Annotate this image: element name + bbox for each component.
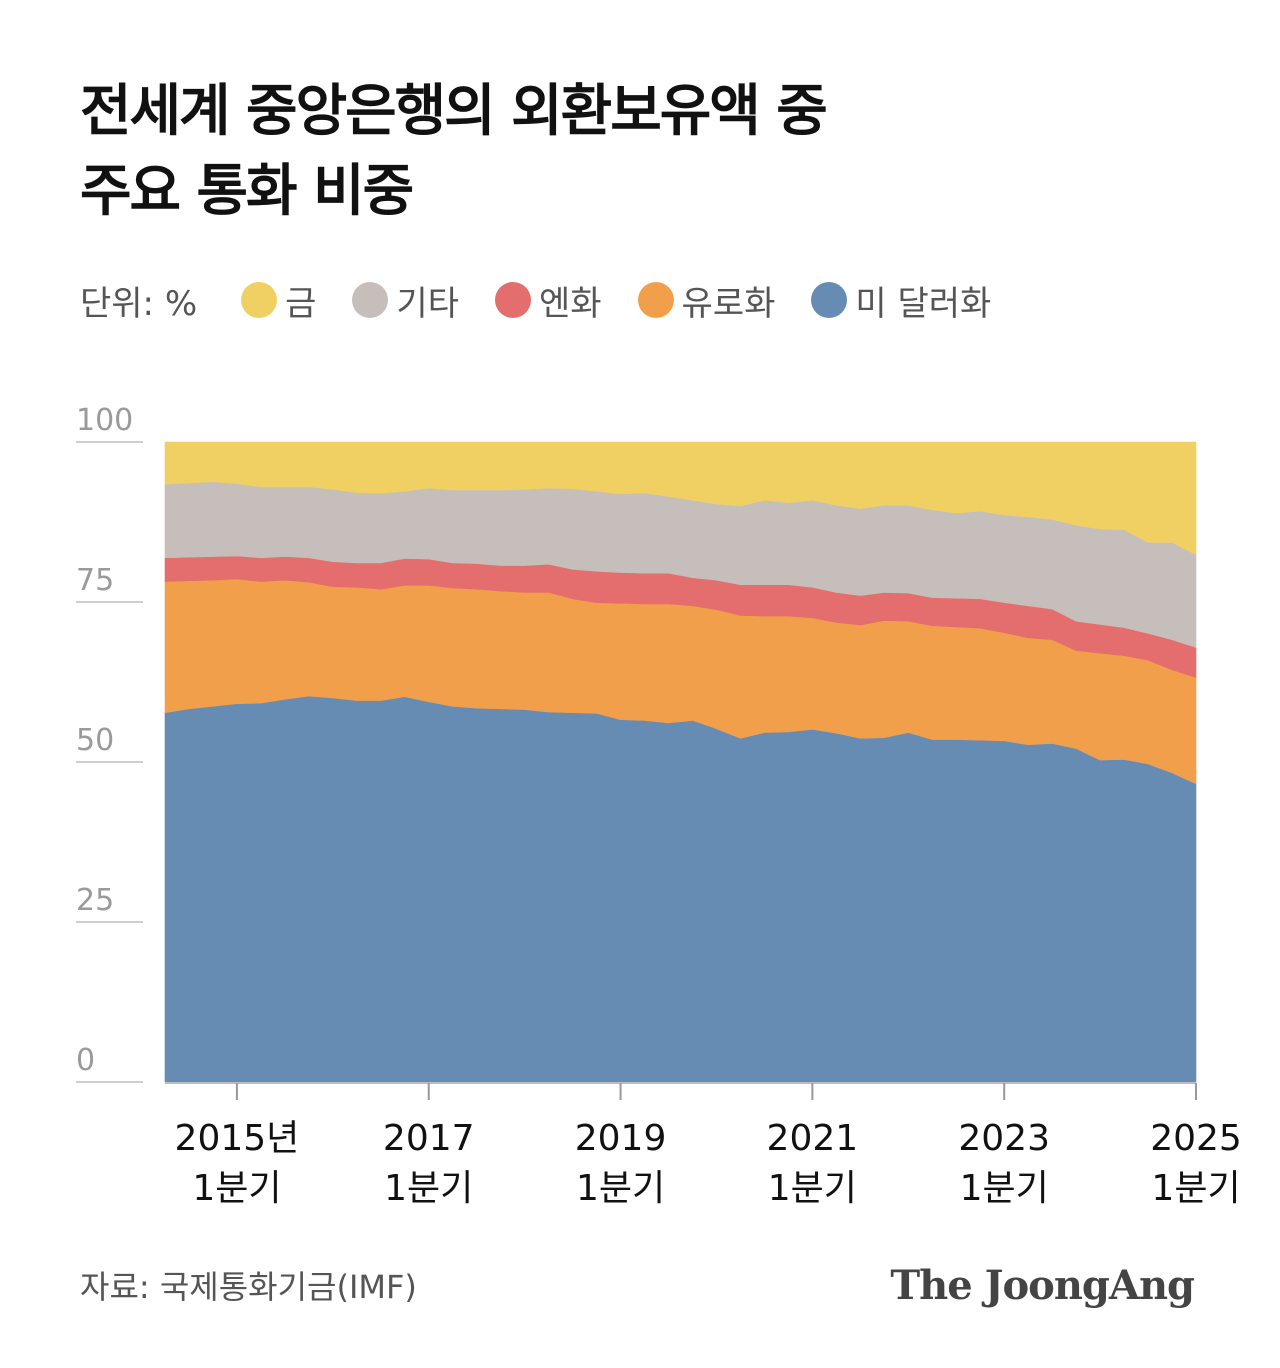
x-tick-label-year: 2019 — [575, 1118, 667, 1159]
y-tick-label-50: 50 — [76, 723, 114, 758]
x-tick-label-year: 2015년 — [175, 1118, 300, 1159]
x-tick-label-quarter: 1분기 — [1151, 1168, 1240, 1209]
stacked-area-chart: 0 25 50 75 100 2015년 1분기 2017 1분기 2019 1분기 2021 1분기… — [76, 403, 1242, 1209]
chart-title-line-1: 전세계 중앙은행의 외환보유액 중 — [80, 79, 828, 144]
legend-label-usd: 미 달러화 — [855, 283, 992, 324]
y-gridlines — [76, 441, 143, 1083]
x-tick-label-quarter: 1분기 — [384, 1168, 473, 1209]
source-note: 자료: 국제통화기금(IMF) — [80, 1268, 417, 1306]
legend-item-usd: 미 달러화 — [811, 276, 991, 325]
legend-swatch-other — [352, 282, 389, 318]
legend-item-other: 기타 — [352, 276, 459, 325]
legend-item-gold: 금 — [241, 276, 316, 325]
x-tick-label-year: 2023 — [958, 1118, 1050, 1159]
x-axis: 2015년 1분기 2017 1분기 2019 1분기 2021 1분기 2023 1분기 2025… — [165, 1082, 1242, 1209]
chart-title: 전세계 중앙은행의 외환보유액 중 주요 통화 비중 — [80, 72, 828, 232]
y-tick-label-75: 75 — [76, 563, 114, 598]
x-tick-label-quarter: 1분기 — [576, 1168, 665, 1209]
y-axis-labels: 0 25 50 75 100 — [76, 403, 133, 1078]
legend-swatch-gold — [241, 282, 278, 318]
area-gold — [164, 441, 1197, 556]
legend-item-euro: 유로화 — [637, 276, 776, 325]
legend-label-other: 기타 — [396, 283, 459, 324]
x-tick-label-year: 2025 — [1150, 1118, 1242, 1159]
area-usd — [164, 695, 1197, 1083]
y-tick-label-25: 25 — [76, 883, 114, 918]
x-tick-label-quarter: 1분기 — [768, 1168, 857, 1209]
chart-title-line-2: 주요 통화 비중 — [80, 159, 414, 224]
area-series — [164, 441, 1197, 1083]
legend: 단위: % 금 기타 엔화 유로화 미 달러화 — [80, 272, 1027, 328]
legend-item-yen: 엔화 — [494, 276, 602, 325]
legend-swatch-yen — [494, 282, 531, 318]
y-tick-label-0: 0 — [76, 1043, 95, 1078]
y-tick-label-100: 100 — [76, 403, 133, 438]
x-tick-label-quarter: 1분기 — [192, 1168, 281, 1209]
legend-swatch-usd — [811, 282, 848, 318]
legend-label-gold: 금 — [285, 283, 317, 324]
unit-label: 단위: % — [80, 283, 198, 324]
legend-label-yen: 엔화 — [538, 283, 602, 324]
legend-swatch-euro — [637, 282, 674, 318]
publisher-logo: The JoongAng — [890, 1262, 1195, 1309]
x-tick-label-year: 2021 — [767, 1118, 859, 1159]
x-tick-label-year: 2017 — [383, 1118, 475, 1159]
legend-label-euro: 유로화 — [681, 283, 776, 324]
x-tick-label-quarter: 1분기 — [960, 1168, 1049, 1209]
